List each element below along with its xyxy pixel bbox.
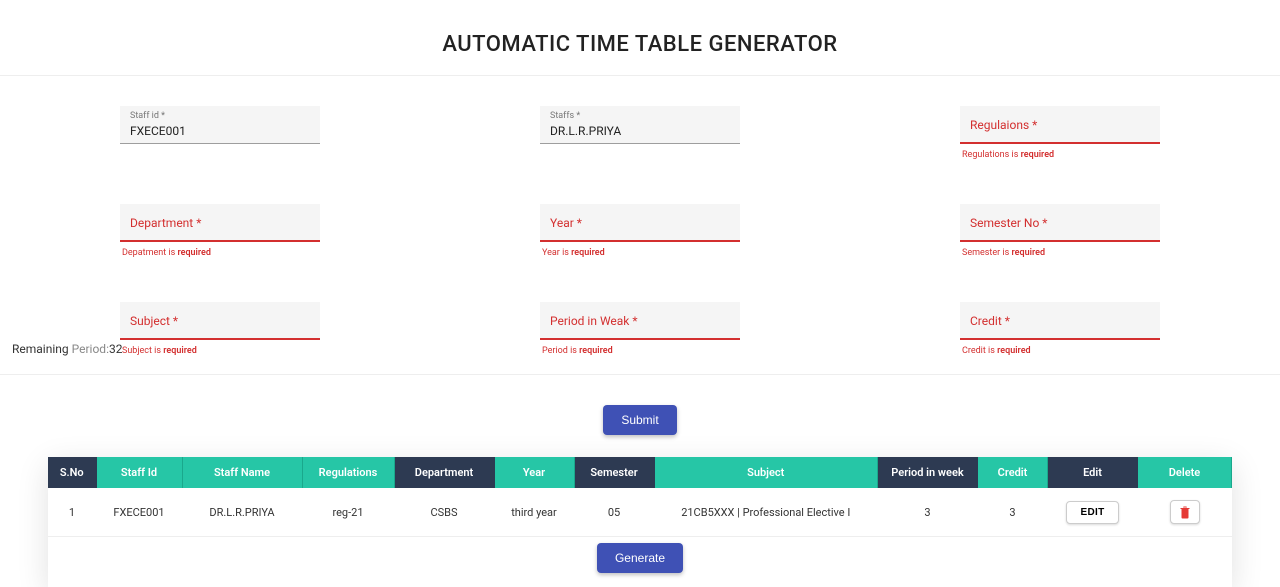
cell-delete [1138, 488, 1232, 537]
cell-semester: 05 [574, 488, 654, 537]
staffs-field[interactable]: Staffs * DR.L.R.PRIYA [540, 106, 740, 144]
th-regulations: Regulations [302, 457, 394, 488]
table-header-row: S.No Staff Id Staff Name Regulations Dep… [48, 457, 1232, 488]
department-field[interactable]: Department * [120, 204, 320, 242]
staffs-label: Staffs * [550, 112, 730, 121]
regulations-error: Regulations is required [960, 150, 1160, 160]
staff-id-value: FXECE001 [130, 121, 310, 140]
cell-regulations: reg-21 [302, 488, 394, 537]
th-edit: Edit [1048, 457, 1138, 488]
th-credit: Credit [978, 457, 1048, 488]
table-row: 1 FXECE001 DR.L.R.PRIYA reg-21 CSBS thir… [48, 488, 1232, 537]
period-label: Period in Weak * [550, 302, 730, 340]
cell-staff-id: FXECE001 [96, 488, 182, 537]
cell-sno: 1 [48, 488, 96, 537]
cell-department: CSBS [394, 488, 494, 537]
form-row-3: Subject * Subject is required Period in … [120, 302, 1160, 356]
trash-icon [1179, 505, 1191, 519]
cell-year: third year [494, 488, 574, 537]
credit-error: Credit is required [960, 346, 1160, 356]
staff-id-label: Staff id * [130, 112, 310, 121]
submit-button[interactable]: Submit [603, 405, 676, 435]
cell-staff-name: DR.L.R.PRIYA [182, 488, 302, 537]
th-sno: S.No [48, 457, 96, 488]
divider-top [0, 75, 1280, 76]
th-staff-name: Staff Name [182, 457, 302, 488]
department-label: Department * [130, 204, 310, 242]
th-subject: Subject [654, 457, 878, 488]
form-area: Staff id * FXECE001 Staffs * DR.L.R.PRIY… [0, 106, 1280, 356]
period-error: Period is required [540, 346, 740, 356]
staff-table-container: S.No Staff Id Staff Name Regulations Dep… [48, 457, 1232, 587]
th-delete: Delete [1138, 457, 1232, 488]
cell-edit: EDIT [1048, 488, 1138, 537]
subject-error: Subject is required [120, 346, 320, 356]
th-semester: Semester [574, 457, 654, 488]
semester-field[interactable]: Semester No * [960, 204, 1160, 242]
th-department: Department [394, 457, 494, 488]
page-title: AUTOMATIC TIME TABLE GENERATOR [0, 0, 1280, 75]
subject-field[interactable]: Subject * [120, 302, 320, 340]
regulations-field[interactable]: Regulaions * [960, 106, 1160, 144]
form-row-2: Department * Depatment is required Year … [120, 204, 1160, 258]
staff-id-field[interactable]: Staff id * FXECE001 [120, 106, 320, 144]
divider-mid [0, 374, 1280, 375]
credit-label: Credit * [970, 302, 1150, 340]
th-year: Year [494, 457, 574, 488]
cell-credit: 3 [978, 488, 1048, 537]
department-error: Depatment is required [120, 248, 320, 258]
year-field[interactable]: Year * [540, 204, 740, 242]
regulations-label: Regulaions * [970, 106, 1150, 144]
period-field[interactable]: Period in Weak * [540, 302, 740, 340]
semester-error: Semester is required [960, 248, 1160, 258]
th-period-in-week: Period in week [878, 457, 978, 488]
generate-button[interactable]: Generate [597, 543, 683, 573]
year-error: Year is required [540, 248, 740, 258]
cell-period-in-week: 3 [878, 488, 978, 537]
form-row-1: Staff id * FXECE001 Staffs * DR.L.R.PRIY… [120, 106, 1160, 160]
staff-table: S.No Staff Id Staff Name Regulations Dep… [48, 457, 1232, 537]
staffs-value: DR.L.R.PRIYA [550, 121, 730, 140]
delete-button[interactable] [1170, 500, 1200, 524]
cell-subject: 21CB5XXX | Professional Elective I [654, 488, 878, 537]
credit-field[interactable]: Credit * [960, 302, 1160, 340]
subject-label: Subject * [130, 302, 310, 340]
year-label: Year * [550, 204, 730, 242]
edit-button[interactable]: EDIT [1066, 501, 1120, 524]
th-staff-id: Staff Id [96, 457, 182, 488]
semester-label: Semester No * [970, 204, 1150, 242]
